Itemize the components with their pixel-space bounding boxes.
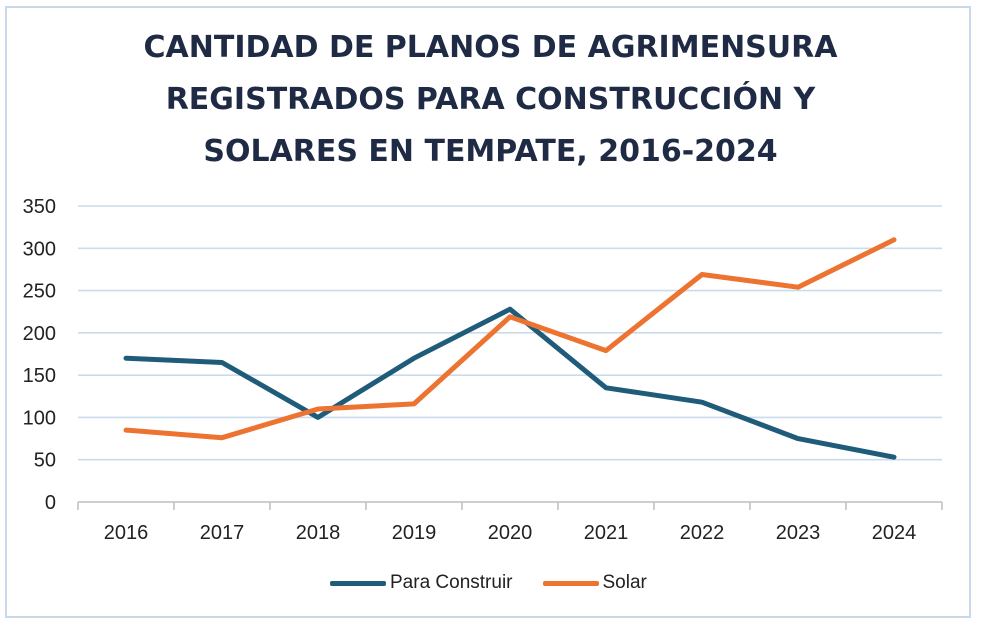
legend-item-solar: Solar — [542, 572, 647, 594]
y-tick-label: 350 — [23, 196, 56, 218]
x-tick-label: 2023 — [776, 522, 821, 544]
x-tick-label: 2020 — [488, 522, 533, 544]
x-tick-label: 2019 — [392, 522, 437, 544]
x-tick-label: 2022 — [680, 522, 725, 544]
legend: Para Construir Solar — [330, 572, 677, 594]
legend-label-solar: Solar — [602, 572, 647, 593]
legend-label-para-construir: Para Construir — [390, 572, 513, 593]
legend-item-para-construir: Para Construir — [330, 572, 513, 594]
chart-title-line-3: SOLARES EN TEMPATE, 2016-2024 — [203, 134, 778, 169]
chart-title-line-2: REGISTRADOS PARA CONSTRUCCIÓN Y — [165, 82, 816, 117]
x-tick-label: 2018 — [296, 522, 341, 544]
y-tick-label: 0 — [45, 492, 56, 514]
x-tick-label: 2017 — [200, 522, 245, 544]
chart-title-line-1: CANTIDAD DE PLANOS DE AGRIMENSURA — [143, 30, 838, 65]
y-tick-label: 300 — [23, 238, 56, 260]
y-tick-label: 100 — [23, 407, 56, 429]
legend-swatch-solar — [542, 580, 599, 586]
x-tick-label: 2024 — [872, 522, 917, 544]
y-tick-label: 150 — [23, 365, 56, 387]
y-tick-label: 50 — [34, 450, 56, 472]
chart-frame — [5, 6, 971, 618]
x-tick-label: 2016 — [104, 522, 149, 544]
y-tick-label: 250 — [23, 281, 56, 303]
y-tick-label: 200 — [23, 323, 56, 345]
x-tick-label: 2021 — [584, 522, 629, 544]
series-line-para-construir — [123, 306, 897, 460]
chart-title: CANTIDAD DE PLANOS DE AGRIMENSURA REGIST… — [0, 22, 981, 178]
series-line-solar — [123, 237, 897, 441]
legend-swatch-para-construir — [330, 580, 386, 586]
